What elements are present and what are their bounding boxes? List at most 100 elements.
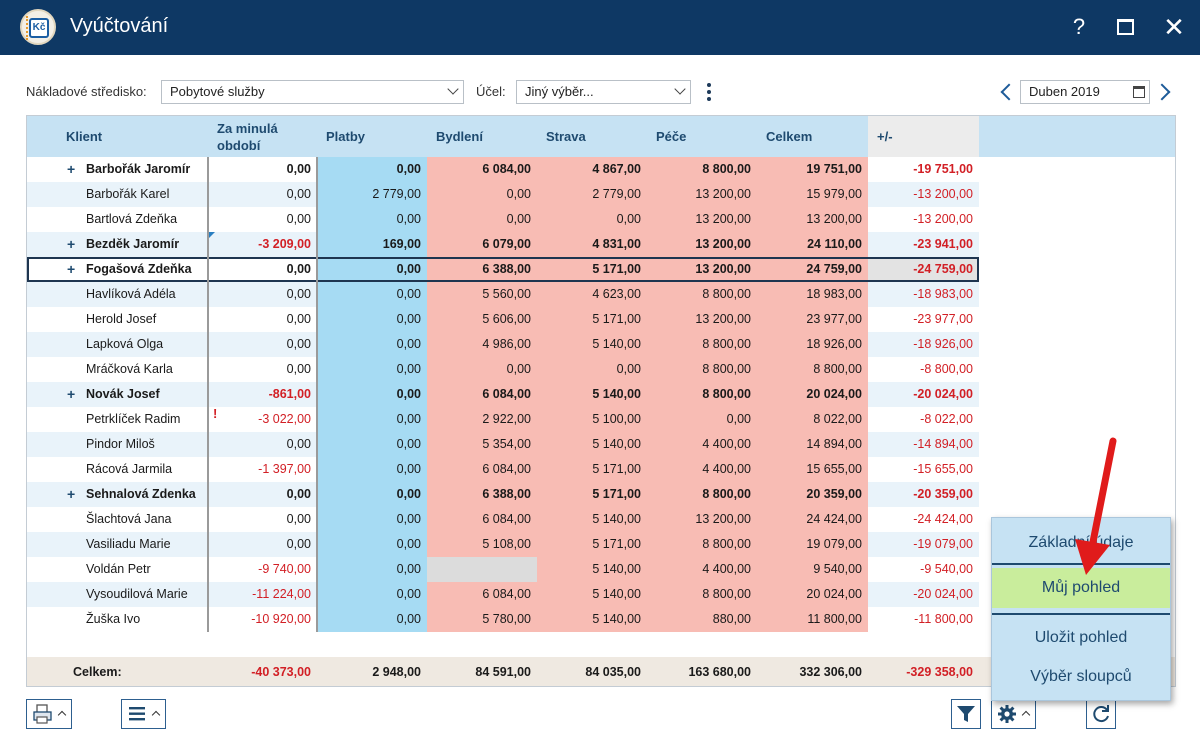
purpose-select[interactable]: Jiný výběr... [516,80,691,104]
cell-housing[interactable]: 5 606,00 [427,307,537,332]
cell-previous[interactable]: -1 397,00 [208,457,317,482]
cell-housing[interactable] [427,557,537,582]
cell-difference[interactable]: -20 024,00 [868,382,979,407]
cell-food[interactable]: 5 140,00 [537,432,647,457]
table-row[interactable]: + Sehnalová Zdenka 0,00 0,00 6 388,00 5 171,0… [27,482,979,507]
cell-care[interactable]: 4 400,00 [647,432,757,457]
cell-difference[interactable]: -15 655,00 [868,457,979,482]
cell-housing[interactable]: 5 560,00 [427,282,537,307]
cell-previous[interactable]: -10 920,00 [208,607,317,632]
cell-housing[interactable]: 5 108,00 [427,532,537,557]
header-care[interactable]: Péče [647,116,757,157]
cell-housing[interactable]: 5 780,00 [427,607,537,632]
table-row[interactable]: Lapková Olga 0,00 0,00 4 986,00 5 140,00 8 80… [27,332,979,357]
cell-difference[interactable]: -18 983,00 [868,282,979,307]
calendar-icon[interactable] [1133,86,1145,98]
cell-housing[interactable]: 5 354,00 [427,432,537,457]
cell-total[interactable]: 8 800,00 [757,357,868,382]
cell-total[interactable]: 19 751,00 [757,157,868,182]
cell-care[interactable]: 13 200,00 [647,507,757,532]
table-row[interactable]: Žuška Ivo -10 920,00 0,00 5 780,00 5 140,00 8… [27,607,979,632]
cell-payments[interactable]: 169,00 [317,232,427,257]
cell-difference[interactable]: -9 540,00 [868,557,979,582]
cell-housing[interactable]: 0,00 [427,357,537,382]
cell-food[interactable]: 5 171,00 [537,307,647,332]
cell-total[interactable]: 23 977,00 [757,307,868,332]
cell-difference[interactable]: -13 200,00 [868,182,979,207]
cell-previous[interactable]: -11 224,00 [208,582,317,607]
header-food[interactable]: Strava [537,116,647,157]
expand-plus-icon[interactable]: + [67,486,76,502]
menu-item-my-view[interactable]: Můj pohled [992,568,1170,608]
cell-difference[interactable]: -8 800,00 [868,357,979,382]
cell-food[interactable]: 5 140,00 [537,607,647,632]
cell-previous[interactable]: 0,00 [208,282,317,307]
cell-difference[interactable]: -13 200,00 [868,207,979,232]
table-row[interactable]: Vysoudilová Marie -11 224,00 0,00 6 084,00 5… [27,582,979,607]
more-options-icon[interactable] [705,83,713,101]
table-row[interactable]: + Novák Josef -861,00 0,00 6 084,00 5 140,00 8… [27,382,979,407]
cell-payments[interactable]: 0,00 [317,382,427,407]
cell-care[interactable]: 8 800,00 [647,482,757,507]
table-row[interactable]: + Barbořák Jaromír 0,00 0,00 6 084,00 4 867,0… [27,157,979,182]
table-row[interactable]: Pindor Miloš 0,00 0,00 5 354,00 5 140,00 4 40… [27,432,979,457]
cell-previous[interactable]: 0,00 [208,432,317,457]
cell-care[interactable]: 8 800,00 [647,357,757,382]
cell-food[interactable]: 0,00 [537,357,647,382]
cell-food[interactable]: 5 140,00 [537,582,647,607]
cell-care[interactable]: 13 200,00 [647,207,757,232]
print-button[interactable] [26,699,72,729]
cell-difference[interactable]: -23 977,00 [868,307,979,332]
cell-food[interactable]: 5 171,00 [537,257,647,282]
cell-previous[interactable]: 0,00 [208,157,317,182]
cell-care[interactable]: 0,00 [647,407,757,432]
cell-total[interactable]: 18 926,00 [757,332,868,357]
cell-total[interactable]: 14 894,00 [757,432,868,457]
header-total[interactable]: Celkem [757,116,868,157]
cell-food[interactable]: 5 171,00 [537,457,647,482]
cell-housing[interactable]: 6 388,00 [427,482,537,507]
cell-difference[interactable]: -19 751,00 [868,157,979,182]
cell-payments[interactable]: 0,00 [317,607,427,632]
cell-care[interactable]: 8 800,00 [647,582,757,607]
cell-total[interactable]: 13 200,00 [757,207,868,232]
expand-plus-icon[interactable]: + [67,261,76,277]
table-row[interactable]: Havlíková Adéla 0,00 0,00 5 560,00 4 623,00 8… [27,282,979,307]
cell-housing[interactable]: 6 084,00 [427,582,537,607]
table-row[interactable]: Rácová Jarmila -1 397,00 0,00 6 084,00 5 171… [27,457,979,482]
cell-care[interactable]: 8 800,00 [647,532,757,557]
cell-previous[interactable]: 0,00 [208,307,317,332]
cell-total[interactable]: 9 540,00 [757,557,868,582]
cell-previous[interactable]: -861,00 [208,382,317,407]
table-row[interactable]: Bartlová Zdeňka 0,00 0,00 0,00 0,00 13 200,00… [27,207,979,232]
cell-payments[interactable]: 0,00 [317,432,427,457]
cell-food[interactable]: 5 140,00 [537,332,647,357]
expand-plus-icon[interactable]: + [67,161,76,177]
cell-food[interactable]: 5 171,00 [537,482,647,507]
cell-care[interactable]: 13 200,00 [647,307,757,332]
cell-payments[interactable]: 0,00 [317,507,427,532]
cell-total[interactable]: 11 800,00 [757,607,868,632]
cell-previous[interactable]: -3 209,00 [208,232,317,257]
cell-care[interactable]: 880,00 [647,607,757,632]
header-payments[interactable]: Platby [317,116,427,157]
cell-care[interactable]: 8 800,00 [647,282,757,307]
cell-total[interactable]: 15 979,00 [757,182,868,207]
table-row[interactable]: Vasiliadu Marie 0,00 0,00 5 108,00 5 171,00 8… [27,532,979,557]
cell-care[interactable]: 13 200,00 [647,232,757,257]
cell-previous[interactable]: -3 022,00 [208,407,317,432]
cell-housing[interactable]: 0,00 [427,182,537,207]
cell-payments[interactable]: 0,00 [317,557,427,582]
cell-care[interactable]: 8 800,00 [647,382,757,407]
help-button[interactable]: ? [1072,14,1086,39]
cell-payments[interactable]: 0,00 [317,407,427,432]
header-previous-periods[interactable]: Za minulá období [208,116,317,157]
cell-payments[interactable]: 0,00 [317,457,427,482]
cell-total[interactable]: 20 359,00 [757,482,868,507]
settings-button[interactable] [991,699,1036,729]
cell-difference[interactable]: -23 941,00 [868,232,979,257]
cell-difference[interactable]: -11 800,00 [868,607,979,632]
cell-food[interactable]: 5 100,00 [537,407,647,432]
table-row[interactable]: Šlachtová Jana 0,00 0,00 6 084,00 5 140,00 13… [27,507,979,532]
expand-plus-icon[interactable]: + [67,386,76,402]
